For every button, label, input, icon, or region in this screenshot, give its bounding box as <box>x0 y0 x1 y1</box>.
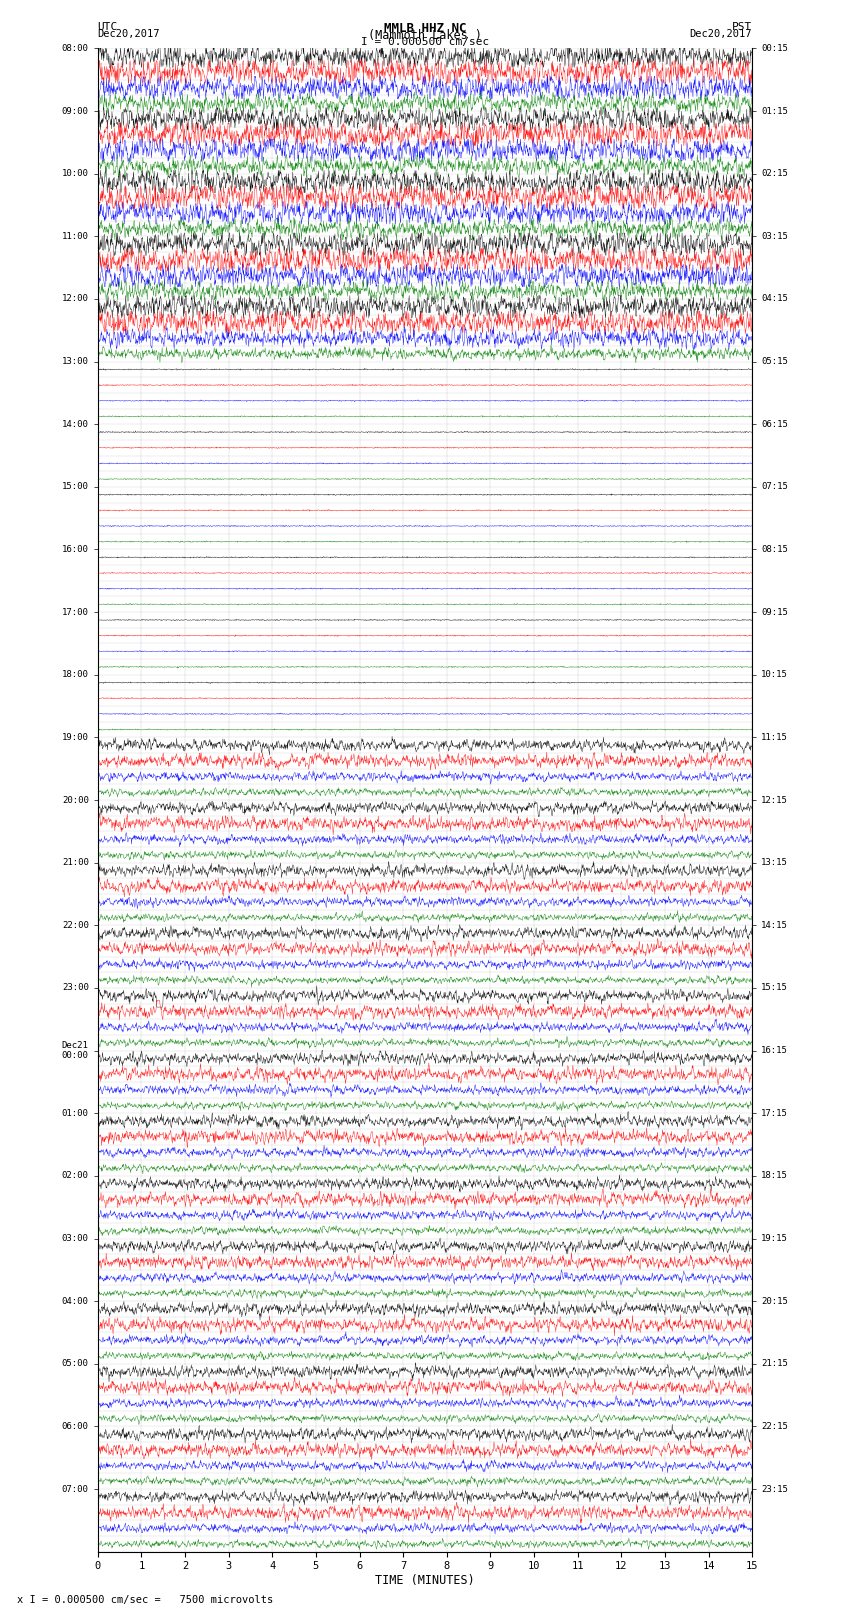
Text: x I = 0.000500 cm/sec =   7500 microvolts: x I = 0.000500 cm/sec = 7500 microvolts <box>17 1595 273 1605</box>
Text: Dec20,2017: Dec20,2017 <box>689 29 752 39</box>
Text: PST: PST <box>732 23 752 32</box>
X-axis label: TIME (MINUTES): TIME (MINUTES) <box>375 1574 475 1587</box>
Text: UTC: UTC <box>98 23 118 32</box>
Text: (Mammoth Lakes ): (Mammoth Lakes ) <box>368 29 482 42</box>
Text: I = 0.000500 cm/sec: I = 0.000500 cm/sec <box>361 37 489 47</box>
Text: Dec20,2017: Dec20,2017 <box>98 29 161 39</box>
Text: MMLB HHZ NC: MMLB HHZ NC <box>383 23 467 35</box>
